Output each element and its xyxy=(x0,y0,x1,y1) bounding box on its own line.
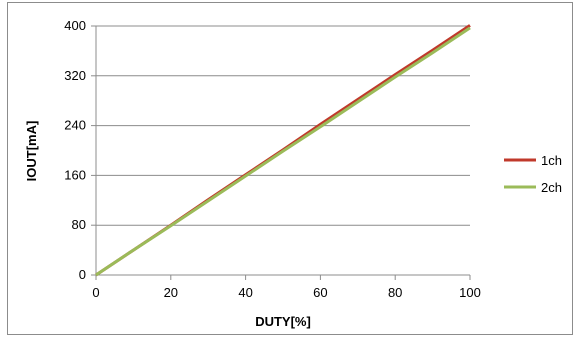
y-axis-title: IOUT[mA] xyxy=(24,121,39,182)
legend-label-1ch: 1ch xyxy=(541,153,562,168)
legend-label-2ch: 2ch xyxy=(541,180,562,195)
x-tick-label: 40 xyxy=(238,285,252,300)
y-tick-label: 240 xyxy=(64,118,86,133)
x-tick-label: 60 xyxy=(313,285,327,300)
y-tick-label: 320 xyxy=(64,68,86,83)
grid-lines xyxy=(96,25,470,226)
x-tick-labels: 0 20 40 60 80 100 xyxy=(92,285,480,300)
x-tick-label: 20 xyxy=(164,285,178,300)
series-lines xyxy=(95,24,471,277)
series-line-2ch xyxy=(95,26,471,277)
x-tick-label: 0 xyxy=(92,285,99,300)
y-tick-label: 0 xyxy=(79,267,86,282)
y-tick-label: 160 xyxy=(64,167,86,182)
x-axis-title: DUTY[%] xyxy=(255,314,311,329)
x-tick-label: 100 xyxy=(459,285,481,300)
y-tick-labels: 0 80 160 240 320 400 xyxy=(64,18,86,282)
y-tick-label: 80 xyxy=(72,217,86,232)
y-tick-label: 400 xyxy=(64,18,86,33)
legend: 1ch 2ch xyxy=(504,153,562,195)
x-tick-label: 80 xyxy=(388,285,402,300)
axes xyxy=(91,25,471,280)
chart-frame xyxy=(7,2,573,335)
